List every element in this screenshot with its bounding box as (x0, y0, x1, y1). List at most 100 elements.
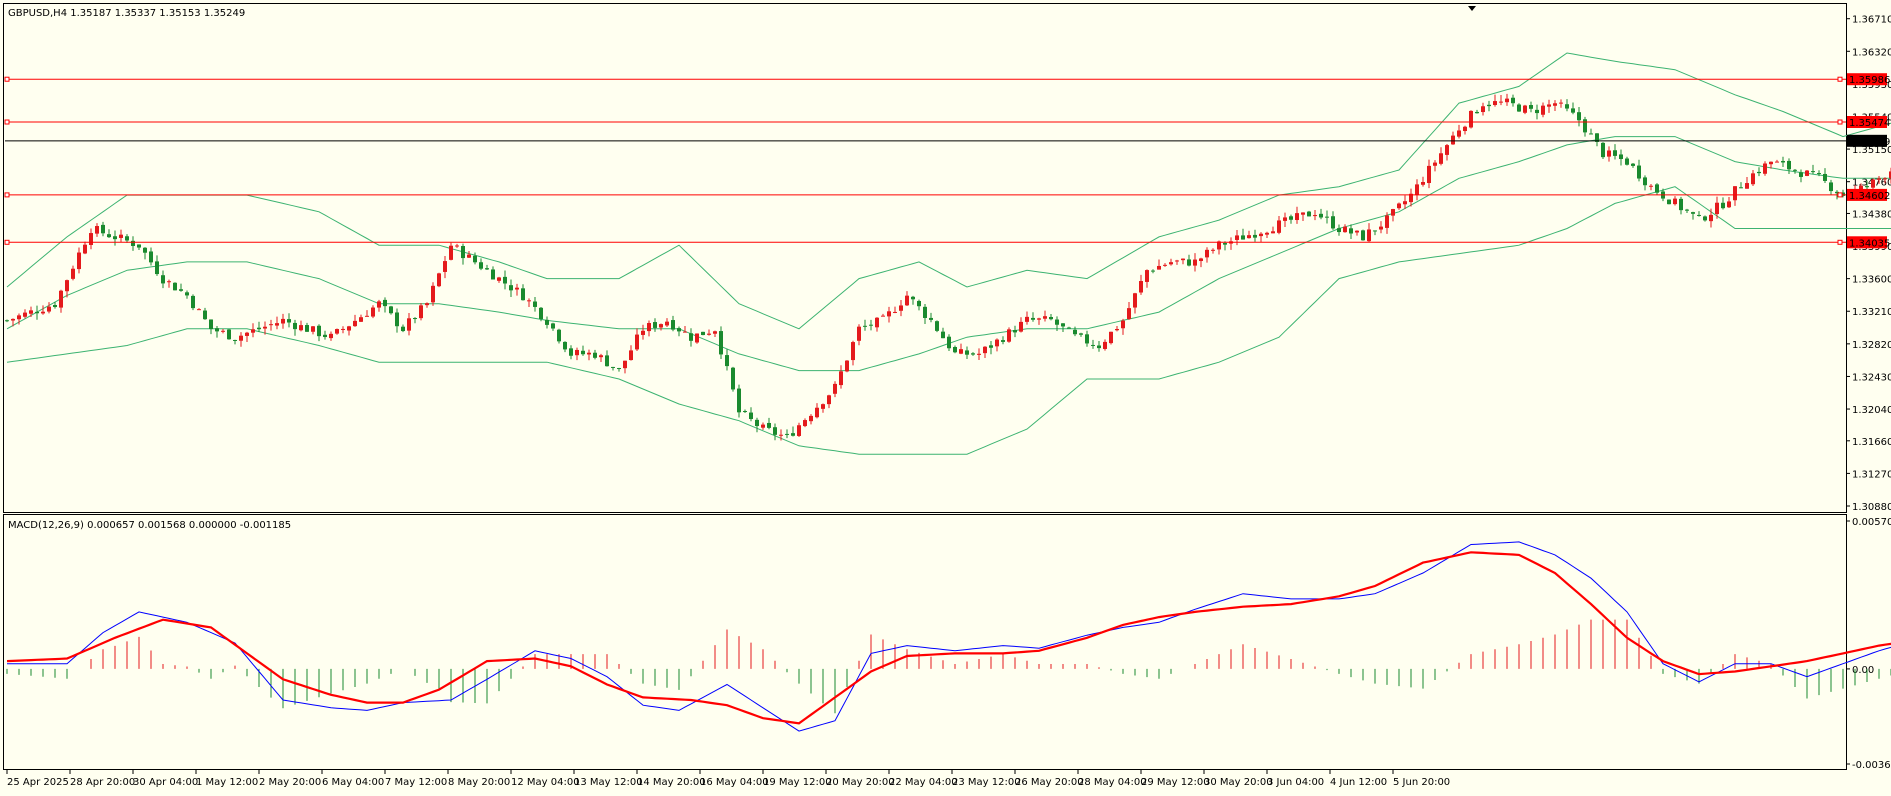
candle (1547, 99, 1551, 113)
candle-body (497, 277, 501, 281)
level-price-tag (1847, 116, 1887, 129)
candle-body (1259, 233, 1263, 237)
candle (845, 360, 849, 373)
time-tick-label: 25 Apr 2025 (7, 777, 69, 788)
time-tick-label: 7 May 12:00 (385, 777, 447, 788)
candle (971, 352, 975, 356)
candle-body (1799, 172, 1803, 177)
candle-body (1697, 214, 1701, 216)
candle-body (1007, 329, 1011, 342)
price-tick-label: 1.32820 (1852, 340, 1891, 351)
candle-body (1169, 262, 1173, 265)
candle (539, 306, 543, 322)
candle (1463, 125, 1467, 135)
candle (659, 323, 663, 331)
candle-body (1433, 162, 1437, 166)
candle-body (1667, 199, 1671, 205)
candle (557, 328, 561, 344)
bollinger-upper (6, 52, 1891, 330)
candle-body (1877, 178, 1881, 180)
candle (1307, 210, 1311, 217)
bollinger-bands (6, 52, 1891, 455)
candle (443, 256, 447, 279)
candle-body (995, 339, 999, 347)
candle (209, 319, 213, 335)
candle-body (215, 328, 219, 332)
candle-body (971, 353, 975, 355)
level-handle-left[interactable] (4, 119, 10, 125)
candle (1739, 182, 1743, 189)
candle-body (503, 276, 507, 284)
level-handle-right[interactable] (1837, 239, 1843, 245)
candle (1043, 310, 1047, 322)
candle (569, 345, 573, 360)
candle (1403, 195, 1407, 210)
level-handle-right[interactable] (1837, 119, 1843, 125)
candle-body (1889, 171, 1891, 179)
candle-body (1883, 178, 1887, 180)
candle-body (1475, 111, 1479, 114)
candle-body (1133, 293, 1137, 308)
level-handle-right[interactable] (1837, 192, 1843, 198)
level-handle-left[interactable] (4, 76, 10, 82)
candle-body (143, 247, 147, 253)
candle (1571, 102, 1575, 115)
candle (1271, 226, 1275, 234)
candle (173, 282, 177, 291)
candle (395, 308, 399, 333)
candle (167, 279, 171, 288)
candle (1373, 230, 1377, 236)
candle (1889, 167, 1891, 184)
price-tick-label: 1.31270 (1852, 469, 1891, 480)
level-handle-right[interactable] (1837, 76, 1843, 82)
candle-body (347, 326, 351, 331)
candle (1091, 339, 1095, 349)
candle-body (803, 420, 807, 427)
level-handle-left[interactable] (4, 192, 10, 198)
candle-body (1217, 241, 1221, 250)
candle-body (1535, 109, 1539, 114)
candle (563, 341, 567, 353)
time-tick-label: 30 Apr 04:00 (133, 777, 198, 788)
candle (1181, 258, 1185, 265)
candle-body (1733, 186, 1737, 201)
candle-body (389, 306, 393, 314)
candle-body (629, 350, 633, 361)
candle-body (1139, 281, 1143, 293)
shift-marker-icon[interactable] (1468, 6, 1476, 11)
candle (449, 242, 453, 261)
candle (1289, 214, 1293, 224)
candle-body (1313, 215, 1317, 217)
candle (827, 394, 831, 409)
candle-body (695, 333, 699, 343)
candle-body (1655, 184, 1659, 193)
candle-body (761, 424, 765, 428)
candle (611, 366, 615, 371)
candle (1025, 311, 1029, 325)
candle (1331, 211, 1335, 230)
candle (59, 289, 63, 313)
candle (191, 294, 195, 311)
candle-body (587, 352, 591, 355)
candle-body (329, 333, 333, 339)
candle-body (371, 307, 375, 317)
candle (1697, 211, 1701, 217)
candle-body (989, 345, 993, 348)
candle-body (815, 407, 819, 418)
level-handle-left[interactable] (4, 239, 10, 245)
candle-body (365, 315, 369, 317)
candle (251, 323, 255, 338)
candle-body (1745, 183, 1749, 189)
candle (977, 348, 981, 360)
candle (413, 317, 417, 324)
candle (1691, 211, 1695, 220)
candle (185, 290, 189, 299)
candle-body (1301, 212, 1305, 215)
candle-body (425, 303, 429, 306)
candle (1037, 317, 1041, 325)
candle (647, 320, 651, 337)
candle-body (1673, 198, 1677, 205)
signal-line (6, 551, 1891, 725)
